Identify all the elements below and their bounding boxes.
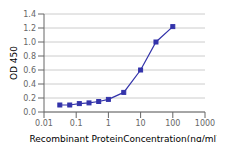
svg-text:OD 450: OD 450 — [9, 46, 19, 80]
svg-text:0.2: 0.2 — [23, 94, 36, 103]
svg-text:1.0: 1.0 — [23, 38, 36, 47]
svg-text:0.4: 0.4 — [23, 80, 36, 89]
svg-text:Recombinant ProteinConcentrati: Recombinant ProteinConcentration(ng/ml) — [29, 134, 217, 142]
svg-text:1.4: 1.4 — [23, 10, 36, 19]
svg-text:10: 10 — [136, 119, 146, 128]
svg-text:100: 100 — [165, 119, 180, 128]
svg-text:0.0: 0.0 — [23, 108, 36, 117]
svg-text:0.6: 0.6 — [23, 66, 36, 75]
svg-text:1: 1 — [106, 119, 111, 128]
svg-text:0.01: 0.01 — [35, 119, 53, 128]
svg-text:0.1: 0.1 — [70, 119, 83, 128]
svg-text:1.2: 1.2 — [23, 24, 36, 33]
svg-text:1000: 1000 — [195, 119, 215, 128]
svg-text:0.8: 0.8 — [23, 52, 36, 61]
